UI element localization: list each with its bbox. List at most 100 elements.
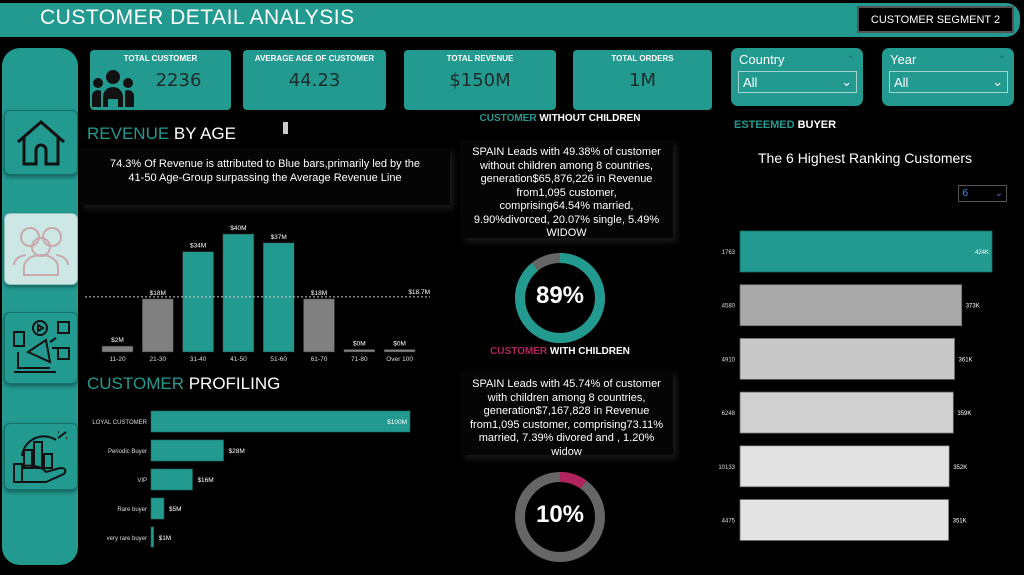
kpi-total-orders: TOTAL ORDERS 1M (573, 50, 712, 110)
title-rest: BUYER (794, 119, 837, 131)
bar (150, 497, 165, 520)
nav-customers-button[interactable] (4, 213, 78, 285)
kpi-label: TOTAL ORDERS (611, 54, 674, 63)
top-customers-chart-title: The 6 Highest Ranking Customers (758, 150, 972, 166)
customers-icon (12, 227, 70, 276)
title-rest: WITHOUT CHILDREN (536, 113, 641, 124)
people-icon (92, 70, 134, 107)
with-children-title: CUSTOMER WITH CHILDREN (455, 346, 665, 357)
title-accent: CUSTOMER (490, 346, 548, 357)
kpi-label: TOTAL REVENUE (446, 54, 514, 63)
home-icon (17, 119, 65, 165)
bar-data-label: $1M (159, 535, 172, 542)
bar-data-label: $18M (150, 290, 166, 297)
title-accent: REVENUE (87, 124, 170, 143)
bar (182, 251, 214, 353)
x-tick-label: 41-50 (230, 356, 247, 363)
kpi-value: 1M (629, 70, 656, 91)
bar-data-label: $100M (387, 419, 407, 426)
esteemed-buyer-title: ESTEEMED BUYER (734, 119, 836, 131)
bar (739, 284, 963, 327)
slicer-label: Year (890, 52, 917, 67)
y-tick-label: Periodic Buyer (108, 449, 147, 455)
top-n-dropdown[interactable]: 6 ⌄ (958, 185, 1007, 202)
title-rest: WITH CHILDREN (547, 346, 630, 357)
page-title: CUSTOMER DETAIL ANALYSIS (40, 6, 355, 29)
x-tick-label: 11-20 (109, 356, 126, 363)
y-tick-label: 4910 (722, 357, 736, 363)
bar-data-label: $34M (190, 243, 206, 250)
kpi-value: 2236 (155, 70, 202, 91)
bar (222, 233, 255, 353)
sidebar (2, 48, 78, 565)
header-bar (0, 3, 1020, 37)
scroll-handle[interactable] (283, 122, 288, 134)
nav-sales-button[interactable] (4, 423, 78, 490)
title-rest: PROFILING (183, 374, 281, 393)
chevron-down-icon: ⌄ (992, 74, 1003, 89)
y-tick-label: 10133 (718, 465, 735, 471)
without-children-text: SPAIN Leads with 49.38% of customer with… (460, 140, 673, 239)
x-tick-label: 71-80 (351, 356, 368, 363)
chevron-down-icon[interactable]: ⌄ (846, 50, 855, 61)
bar-data-label: $0M (353, 341, 366, 348)
bar-data-label: $18M (311, 290, 327, 297)
bar-data-label: $0M (393, 341, 406, 348)
x-tick-label: 31-40 (190, 356, 207, 363)
donut-value-arc (515, 472, 605, 562)
dropdown-value: All (894, 74, 909, 90)
bar-data-label: $37M (271, 234, 287, 241)
chevron-down-icon[interactable]: ⌄ (997, 50, 1006, 61)
kpi-total-revenue: TOTAL REVENUE $150M (404, 50, 556, 110)
country-dropdown[interactable]: All ⌄ (738, 71, 857, 93)
x-tick-label: 51-60 (270, 356, 287, 363)
bar-data-label: 351K (953, 519, 967, 525)
bar (142, 298, 174, 353)
bar (739, 445, 950, 488)
y-tick-label: 6248 (722, 411, 736, 417)
donut-label: 10% (535, 501, 585, 528)
bar-data-label: 424K (975, 250, 989, 256)
kpi-label: TOTAL CUSTOMER (123, 54, 198, 63)
bar (150, 526, 154, 548)
revenue-by-age-title: REVENUE BY AGE (87, 124, 236, 144)
y-tick-label: LOYAL CUSTOMER (92, 420, 147, 426)
bar (101, 345, 134, 353)
bar (739, 391, 954, 434)
year-dropdown[interactable]: All ⌄ (889, 71, 1008, 93)
nav-home-button[interactable] (4, 110, 78, 175)
y-tick-label: 1763 (722, 250, 736, 256)
customer-segment-button[interactable]: CUSTOMER SEGMENT 2 (857, 6, 1014, 33)
y-tick-label: VIP (137, 478, 147, 484)
top-customers-chart: 1763 424K 4580 373K 4910 361K 6248 359K 10133 352… (718, 230, 993, 541)
bar (150, 468, 193, 491)
year-slicer: Year ⌄ All ⌄ (882, 48, 1014, 106)
bar (343, 349, 376, 353)
bar-data-label: 361K (959, 357, 973, 363)
bar-data-label: 352K (953, 465, 967, 471)
bar (150, 439, 224, 462)
donut-label: 89% (535, 282, 585, 309)
y-tick-label: 4580 (722, 304, 736, 310)
y-tick-label: 4475 (722, 519, 736, 525)
kpi-value: 44.23 (288, 70, 341, 91)
donut-value-arc (515, 253, 605, 343)
kpi-value: $150M (449, 70, 511, 91)
title-accent: CUSTOMER (87, 374, 184, 393)
x-tick-label: 21-30 (149, 356, 166, 363)
chevron-down-icon: ⌄ (841, 74, 852, 89)
bar (303, 298, 335, 353)
bar (739, 338, 955, 380)
reference-line-label: $18.7M (408, 289, 430, 296)
bar (150, 410, 411, 433)
y-tick-label: Rare buyer (117, 507, 147, 513)
title-accent: ESTEEMED (734, 119, 795, 131)
marketing-icon (13, 320, 70, 373)
customer-profiling-chart: LOYAL CUSTOMER $100M Periodic Buyer $28M VIP… (92, 410, 411, 548)
nav-marketing-button[interactable] (4, 312, 78, 384)
y-tick-label: very rare buyer (107, 536, 147, 542)
customer-profiling-title: CUSTOMER PROFILING (87, 374, 280, 394)
dropdown-value: 6 (962, 188, 969, 199)
without-children-title: CUSTOMER WITHOUT CHILDREN (455, 113, 665, 124)
dropdown-value: All (743, 74, 758, 90)
